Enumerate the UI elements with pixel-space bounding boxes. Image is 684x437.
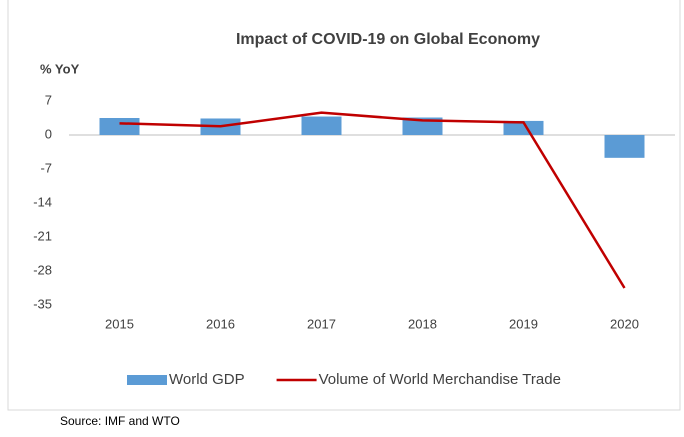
x-tick-label: 2015 [105,316,134,331]
bar [402,117,443,135]
x-tick-label: 2020 [610,316,639,331]
bar [99,118,140,135]
chart-frame [7,0,681,411]
y-tick-label: 0 [45,126,52,141]
y-axis-label: % YoY [40,61,80,76]
x-tick-label: 2017 [307,316,336,331]
y-tick-label: -21 [33,228,52,243]
x-tick-label: 2016 [206,316,235,331]
legend-label: Volume of World Merchandise Trade [319,371,561,388]
x-tick-label: 2018 [408,316,437,331]
bar [503,120,544,135]
y-tick-label: -28 [33,262,52,277]
y-tick-label: -35 [33,296,52,311]
y-tick-label: 7 [45,92,52,107]
legend-label: World GDP [169,371,245,388]
source: Source: IMF and WTO [60,414,180,428]
y-tick-label: -14 [33,194,52,209]
bar [301,116,342,135]
y-tick-label: -7 [40,160,52,175]
bar [604,135,645,158]
line [119,111,626,289]
legend-swatch [127,375,167,385]
x-tick-label: 2019 [509,316,538,331]
chart-title: Impact of COVID-19 on Global Economy [236,31,540,48]
